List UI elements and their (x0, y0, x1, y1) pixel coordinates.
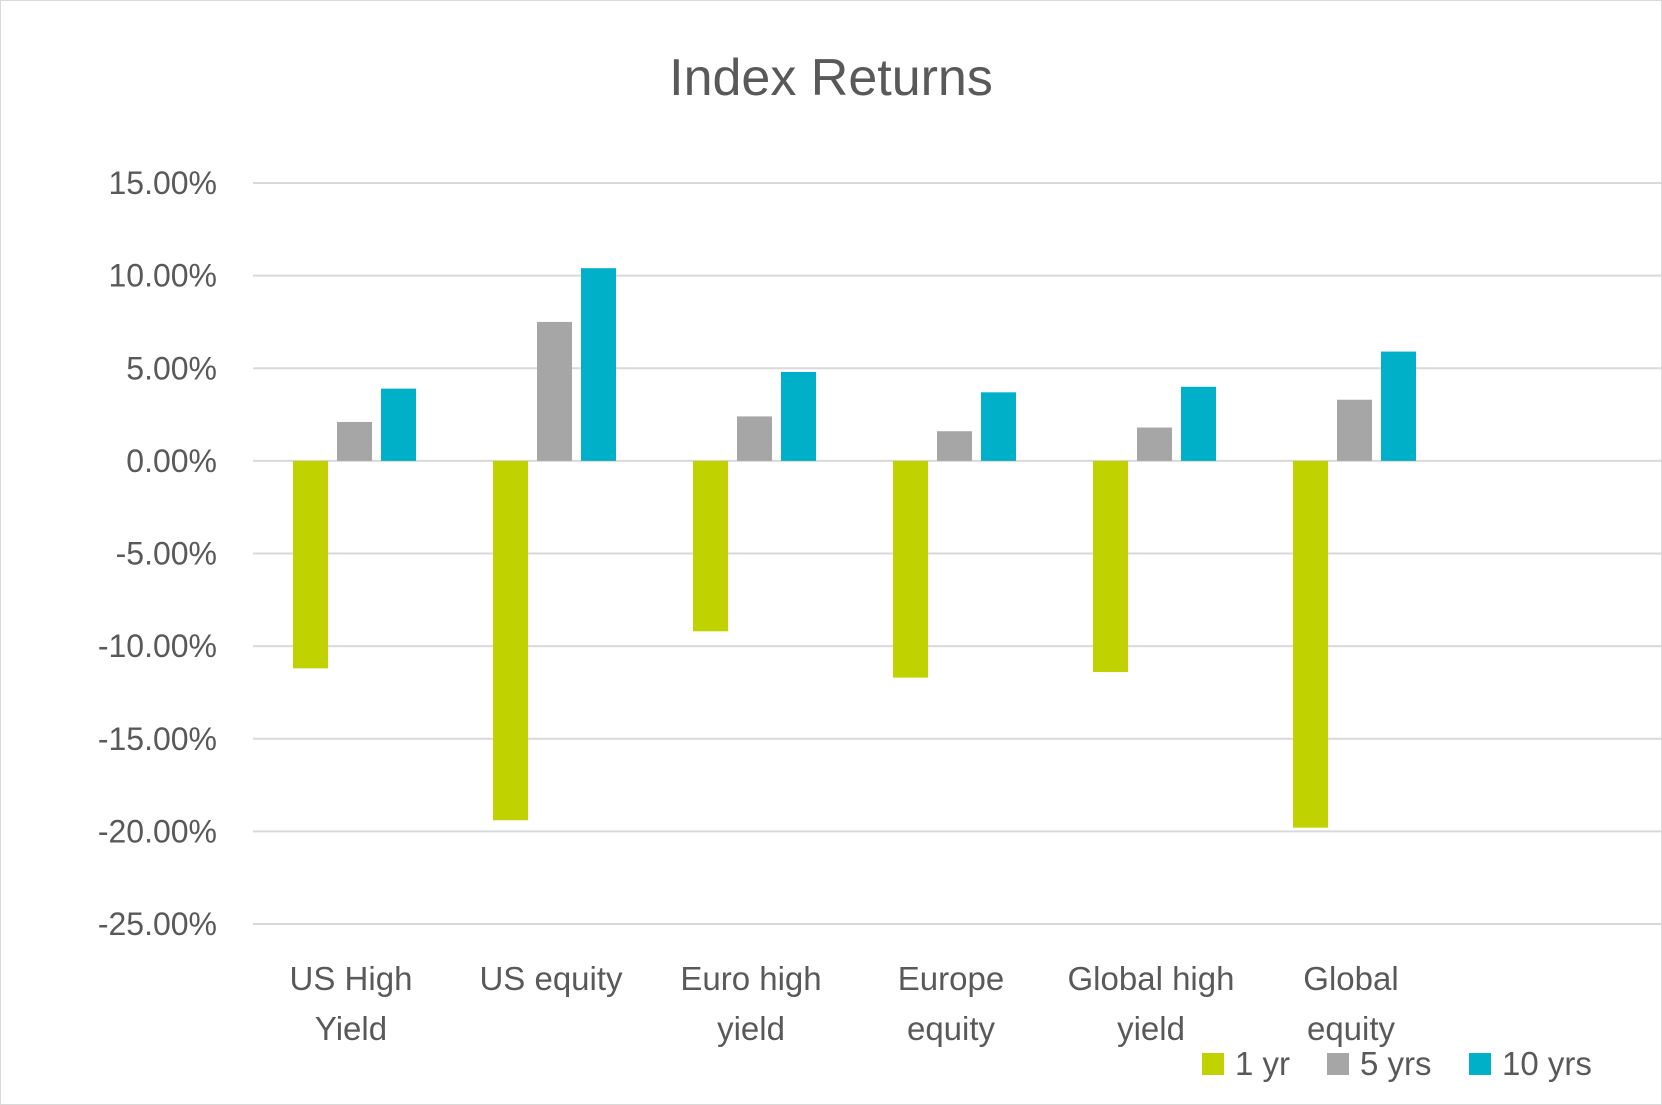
bar-10-yrs-3 (981, 392, 1016, 461)
y-tick-label: -25.00% (98, 906, 217, 942)
bar-5-yrs-1 (537, 321, 572, 461)
legend-label-10-yrs: 10 yrs (1502, 1045, 1592, 1082)
x-category-label: US High (290, 960, 413, 997)
bar-10-yrs-1 (581, 268, 616, 461)
x-category-label: equity (907, 1010, 996, 1047)
x-axis-categories: US High Yield US equity Euro high yield Europ… (290, 960, 1399, 1047)
y-tick-label: -10.00% (98, 628, 217, 664)
bar-1-yr-2 (693, 460, 728, 632)
y-tick-label: 5.00% (126, 350, 217, 386)
bar-5-yrs-5 (1337, 399, 1372, 461)
legend-label-1-yr: 1 yr (1235, 1045, 1290, 1082)
bar-10-yrs-4 (1181, 386, 1216, 461)
bar-5-yrs-0 (337, 421, 372, 461)
legend-swatch-10-yrs (1469, 1053, 1491, 1075)
bar-10-yrs-5 (1381, 351, 1416, 461)
y-axis-ticks: 15.00% 10.00% 5.00% 0.00% -5.00% -10.00% -15.0… (98, 165, 217, 942)
x-category-label: Global high (1068, 960, 1235, 997)
bar-10-yrs-2 (781, 371, 816, 461)
bar-1-yr-0 (293, 460, 328, 669)
y-tick-label: -15.00% (98, 721, 217, 757)
y-tick-label: -5.00% (116, 536, 217, 572)
legend-label-5-yrs: 5 yrs (1360, 1045, 1432, 1082)
bar-5-yrs-2 (737, 416, 772, 461)
x-category-label: Yield (315, 1010, 387, 1047)
y-tick-label: 10.00% (108, 258, 217, 294)
legend-swatch-5-yrs (1327, 1053, 1349, 1075)
x-category-label: Europe (898, 960, 1004, 997)
bar-10-yrs-0 (381, 388, 416, 461)
legend: 1 yr 5 yrs 10 yrs (1202, 1045, 1592, 1082)
legend-swatch-1-yr (1202, 1053, 1224, 1075)
bar-1-yr-4 (1093, 460, 1128, 673)
y-tick-label: 0.00% (126, 443, 217, 479)
x-category-label: yield (717, 1010, 785, 1047)
bar-1-yr-3 (893, 460, 928, 678)
x-category-label: Global (1303, 960, 1398, 997)
bar-5-yrs-4 (1137, 427, 1172, 461)
y-tick-label: 15.00% (108, 165, 217, 201)
bar-5-yrs-3 (937, 431, 972, 461)
x-category-label: equity (1307, 1010, 1396, 1047)
x-category-label: Euro high (680, 960, 821, 997)
bar-1-yr-5 (1293, 460, 1328, 828)
x-category-label: US equity (479, 960, 623, 997)
y-tick-label: -20.00% (98, 813, 217, 849)
gridlines (253, 182, 1662, 925)
bars (293, 268, 1416, 828)
bar-1-yr-1 (493, 460, 528, 821)
chart-title: Index Returns (669, 49, 993, 107)
x-category-label: yield (1117, 1010, 1185, 1047)
